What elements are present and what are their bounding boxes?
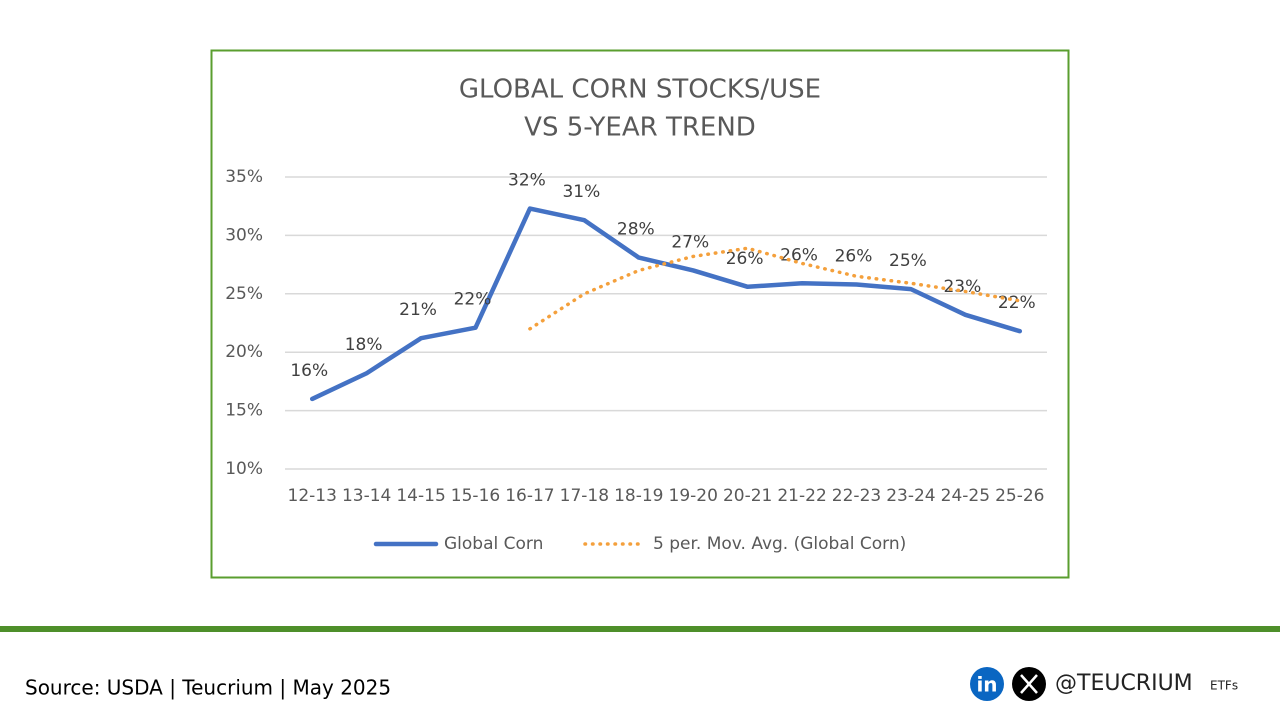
data-label: 18%: [345, 335, 383, 355]
x-tick-label: 20-21: [723, 486, 772, 506]
data-label: 23%: [943, 277, 981, 297]
y-tick-label: 10%: [225, 459, 263, 479]
x-glyph: [1020, 674, 1038, 694]
x-tick-label: 16-17: [505, 486, 554, 506]
x-tick-label: 15-16: [451, 486, 500, 506]
x-tick-label: 18-19: [614, 486, 663, 506]
handle: @TEUCRIUM: [1055, 671, 1193, 696]
x-tick-label: 13-14: [342, 486, 391, 506]
y-tick-label: 15%: [225, 401, 263, 421]
x-tick-label: 21-22: [777, 486, 826, 506]
y-tick-label: 30%: [225, 225, 263, 245]
y-tick-label: 20%: [225, 342, 263, 362]
data-label: 26%: [835, 246, 873, 266]
chart-frame: [210, 49, 1070, 579]
y-tick-label: 35%: [225, 167, 263, 187]
data-label: 27%: [671, 232, 709, 252]
data-label: 28%: [617, 220, 655, 240]
x-tick-label: 22-23: [832, 486, 881, 506]
data-label: 22%: [998, 293, 1036, 313]
footer-rule: [0, 626, 1280, 632]
trend-line: [528, 246, 1022, 331]
data-label: 32%: [508, 171, 546, 191]
x-tick-label: 25-26: [995, 486, 1044, 506]
data-label: 26%: [726, 249, 764, 269]
data-label: 26%: [780, 245, 818, 265]
handle-suffix: ETFs: [1210, 679, 1238, 693]
data-label: 22%: [454, 290, 492, 310]
data-label: 16%: [290, 361, 328, 381]
legend-label: Global Corn: [444, 534, 543, 554]
y-tick-label: 25%: [225, 284, 263, 304]
x-tick-label: 23-24: [886, 486, 935, 506]
linkedin-icon[interactable]: [970, 667, 1004, 701]
data-label: 25%: [889, 251, 927, 271]
legend-label: 5 per. Mov. Avg. (Global Corn): [653, 534, 906, 554]
x-tick-label: 12-13: [288, 486, 337, 506]
chart-title: VS 5-YEAR TREND: [524, 113, 756, 143]
x-tick-label: 17-18: [560, 486, 609, 506]
x-tick-label: 19-20: [669, 486, 718, 506]
linkedin-label: in: [976, 673, 997, 697]
source-text: Source: USDA | Teucrium | May 2025: [25, 676, 391, 700]
x-tick-label: 14-15: [396, 486, 445, 506]
chart-title: GLOBAL CORN STOCKS/USE: [459, 75, 821, 105]
x-tick-label: 24-25: [941, 486, 990, 506]
data-label: 31%: [562, 182, 600, 202]
data-label: 21%: [399, 300, 437, 320]
